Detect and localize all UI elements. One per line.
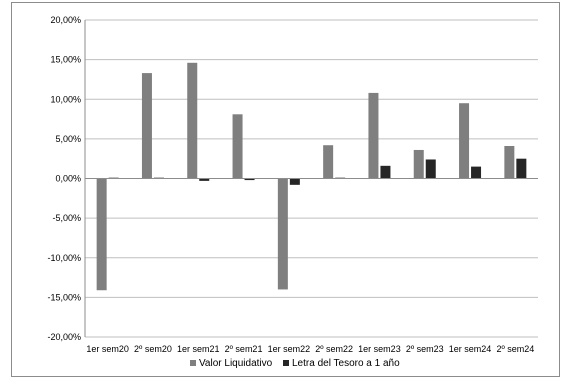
y-tick-label: 15,00% [50, 55, 81, 65]
legend-label-0: Valor Liquidativo [199, 358, 273, 369]
y-axis-tick-labels: -20,00% -15,00% -10,00% -5,00% 0,00% 5,00% 10,… [47, 15, 81, 342]
x-axis-tick-labels: 1er sem20 2º sem20 1er sem21 2º sem21 1er se… [86, 344, 534, 354]
y-tick-label: -10,00% [47, 253, 81, 263]
bar-series-1 [244, 178, 255, 181]
x-tick-label: 2º sem24 [496, 344, 534, 354]
bar-series-1 [471, 166, 482, 179]
y-tick-label: 0,00% [55, 174, 81, 184]
legend-label-1: Letra del Tesoro a 1 año [292, 358, 400, 369]
bar-series-0 [277, 178, 288, 290]
bar-series-0 [368, 92, 379, 179]
bar-series-0 [96, 178, 107, 291]
bar-series-0 [232, 114, 243, 179]
bar-series-1 [289, 178, 300, 185]
x-tick-label: 2º sem23 [406, 344, 444, 354]
legend: Valor Liquidativo Letra del Tesoro a 1 añ… [190, 358, 400, 369]
x-tick-label: 1er sem24 [449, 344, 492, 354]
bar-series-1 [516, 158, 527, 179]
legend-swatch-1 [283, 360, 289, 366]
x-tick-label: 2º sem20 [134, 344, 172, 354]
bar-series-0 [187, 62, 198, 179]
y-tick-label: -5,00% [52, 213, 81, 223]
x-tick-label: 2º sem22 [315, 344, 353, 354]
x-tick-label: 2º sem21 [225, 344, 263, 354]
y-tick-label: 10,00% [50, 94, 81, 104]
bar-series-0 [504, 146, 515, 179]
y-tick-label: -15,00% [47, 292, 81, 302]
bar-series-1 [199, 178, 210, 181]
y-tick-label: 20,00% [50, 15, 81, 25]
legend-swatch-0 [190, 360, 196, 366]
y-tick-label: -20,00% [47, 332, 81, 342]
x-tick-label: 1er sem20 [86, 344, 129, 354]
x-tick-label: 1er sem23 [358, 344, 401, 354]
x-tick-label: 1er sem21 [177, 344, 220, 354]
bar-series-0 [459, 103, 470, 179]
bar-series-0 [323, 145, 334, 179]
bars [96, 62, 527, 291]
bar-series-1 [425, 159, 436, 179]
x-tick-label: 1er sem22 [268, 344, 311, 354]
bar-series-0 [141, 73, 152, 179]
y-tick-label: 5,00% [55, 134, 81, 144]
bar-series-0 [413, 149, 424, 179]
bar-series-1 [380, 165, 391, 179]
